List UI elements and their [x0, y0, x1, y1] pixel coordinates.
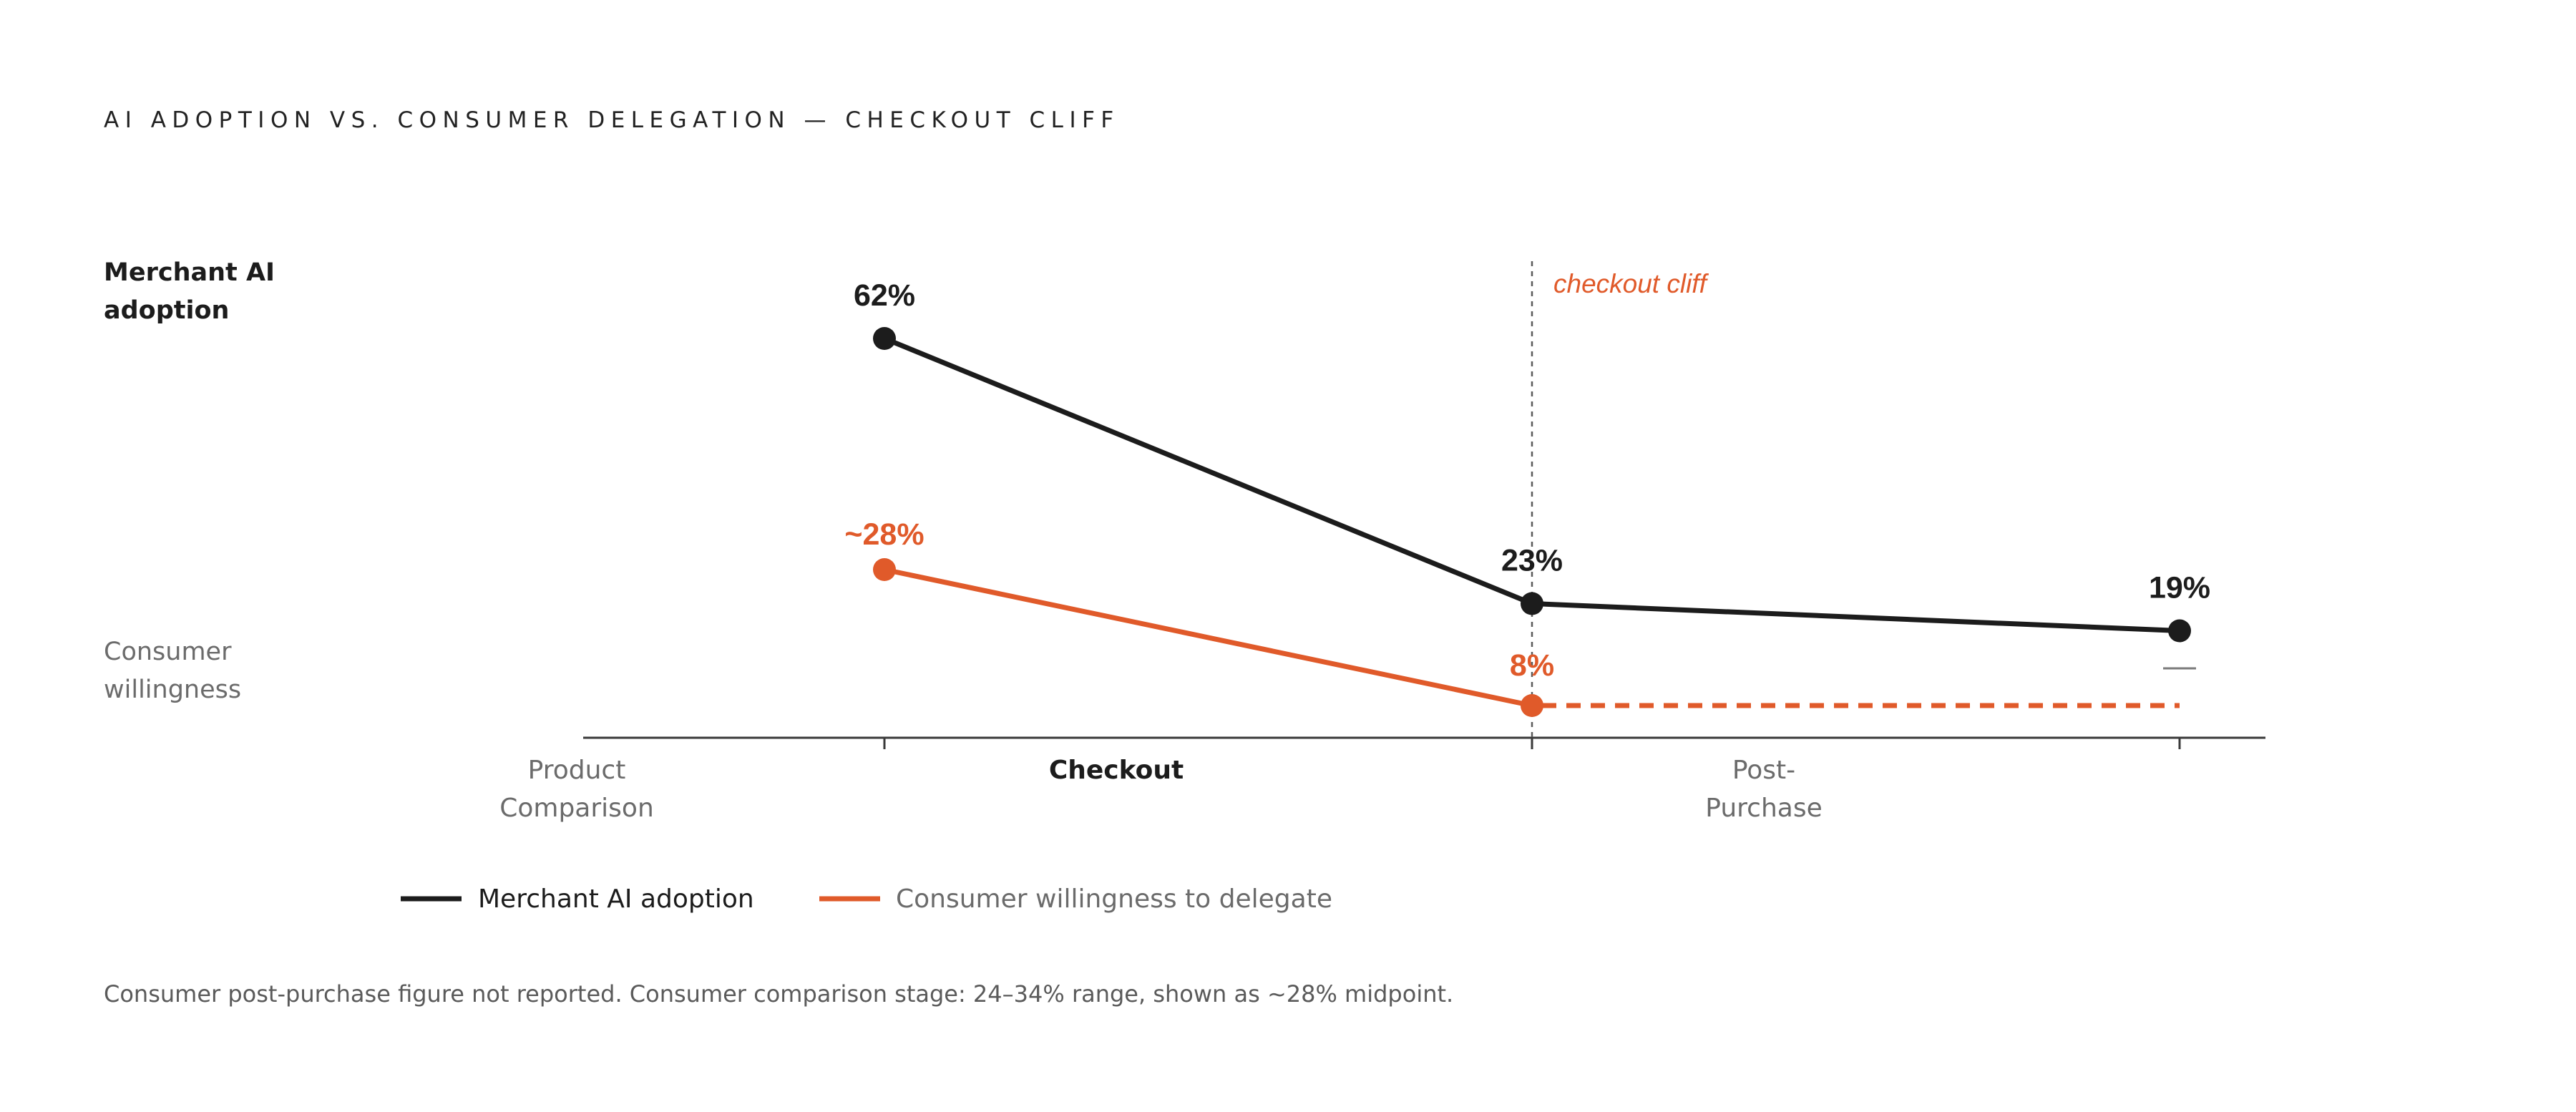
chart-title: AI ADOPTION VS. CONSUMER DELEGATION — CH…: [104, 107, 1120, 133]
legend: Merchant AI adoption Consumer willingnes…: [401, 884, 1332, 914]
series-0-point-2: [2168, 619, 2191, 643]
y-label-bottom-line-1: Consumer: [104, 638, 232, 666]
x-category-label-2-line-1: Post-: [1732, 756, 1795, 785]
legend-label-consumer: Consumer willingness to delegate: [896, 884, 1332, 914]
y-label-top-line-2: adoption: [104, 296, 229, 325]
series-0-data-label-0: 62%: [854, 278, 915, 313]
x-category-label-0-line-2: Comparison: [499, 794, 654, 823]
y-label-bottom-line-2: willingness: [104, 676, 241, 704]
series-1-point-1: [1521, 694, 1543, 717]
series-0-data-label-1: 23%: [1501, 544, 1563, 578]
legend-label-merchant: Merchant AI adoption: [478, 884, 754, 914]
series-1-point-0: [873, 558, 896, 581]
x-category-label-1: Checkout: [1049, 756, 1184, 785]
category-labels: Product Comparison Checkout Post- Purchase: [499, 756, 1823, 823]
y-label-top: Merchant AI adoption: [104, 258, 275, 325]
x-category-label-2-line-2: Purchase: [1705, 794, 1822, 823]
footnote: Consumer post-purchase figure not report…: [104, 980, 1453, 1008]
y-label-bottom: Consumer willingness: [104, 638, 241, 704]
series-0-data-label-2: 19%: [2149, 571, 2210, 605]
x-category-label-0-line-1: Product: [528, 756, 626, 785]
series-1-data-label-0: ~28%: [844, 517, 924, 552]
series-0-point-0: [873, 327, 896, 350]
series-0-point-1: [1521, 592, 1543, 615]
y-label-top-line-1: Merchant AI: [104, 258, 275, 287]
annotation-label-0: checkout cliff: [1553, 269, 1709, 298]
series-1-line: [884, 567, 1533, 708]
plot-area: checkout cliff 62% 23% 19% ~28% 8%: [583, 261, 2265, 749]
series-1-data-label-1: 8%: [1510, 648, 1554, 683]
